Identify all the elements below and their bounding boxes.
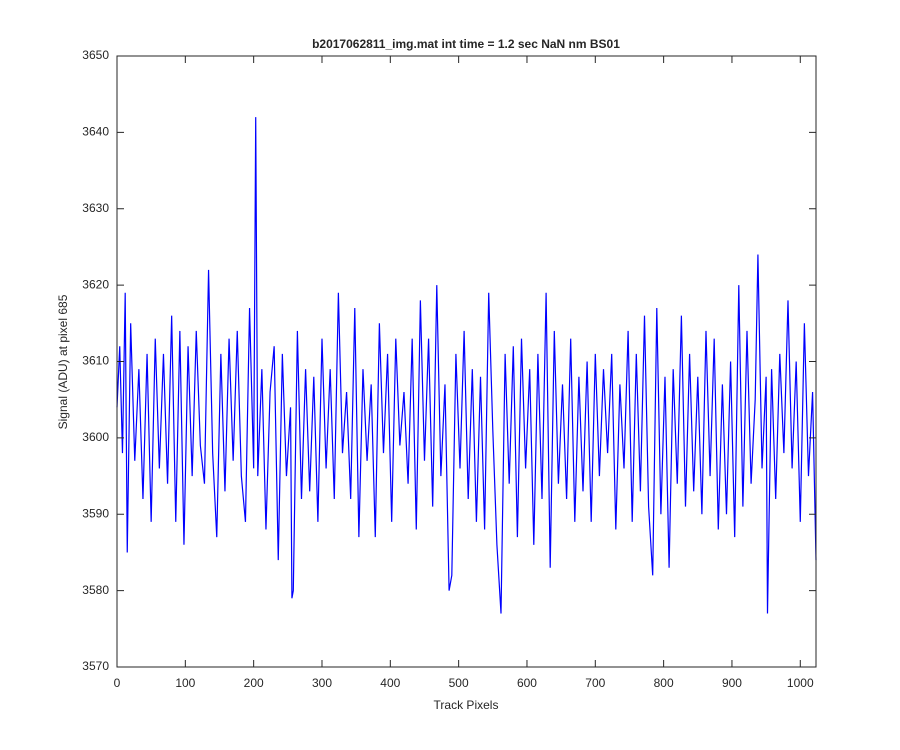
y-tick-label: 3580 (82, 583, 109, 597)
x-axis-label: Track Pixels (434, 698, 499, 712)
x-tick-label: 0 (114, 676, 121, 690)
x-tick-label: 800 (654, 676, 674, 690)
y-tick-label: 3590 (82, 506, 109, 520)
data-line (116, 117, 817, 614)
y-tick-label: 3570 (82, 659, 109, 673)
x-tick-label: 300 (312, 676, 332, 690)
y-tick-label: 3640 (82, 125, 109, 139)
y-axis-label: Signal (ADU) at pixel 685 (56, 294, 70, 429)
y-tick-label: 3610 (82, 354, 109, 368)
x-tick-label: 100 (175, 676, 195, 690)
x-tick-label: 200 (244, 676, 264, 690)
x-tick-label: 500 (449, 676, 469, 690)
x-tick-label: 600 (517, 676, 537, 690)
x-tick-label: 1000 (787, 676, 814, 690)
y-tick-label: 3650 (82, 48, 109, 62)
y-tick-label: 3620 (82, 277, 109, 291)
x-tick-label: 700 (585, 676, 605, 690)
y-tick-label: 3600 (82, 430, 109, 444)
y-tick-label: 3630 (82, 201, 109, 215)
axes-box (116, 55, 817, 668)
x-tick-label: 400 (380, 676, 400, 690)
chart-title: b2017062811_img.mat int time = 1.2 sec N… (312, 37, 620, 51)
x-tick-label: 900 (722, 676, 742, 690)
